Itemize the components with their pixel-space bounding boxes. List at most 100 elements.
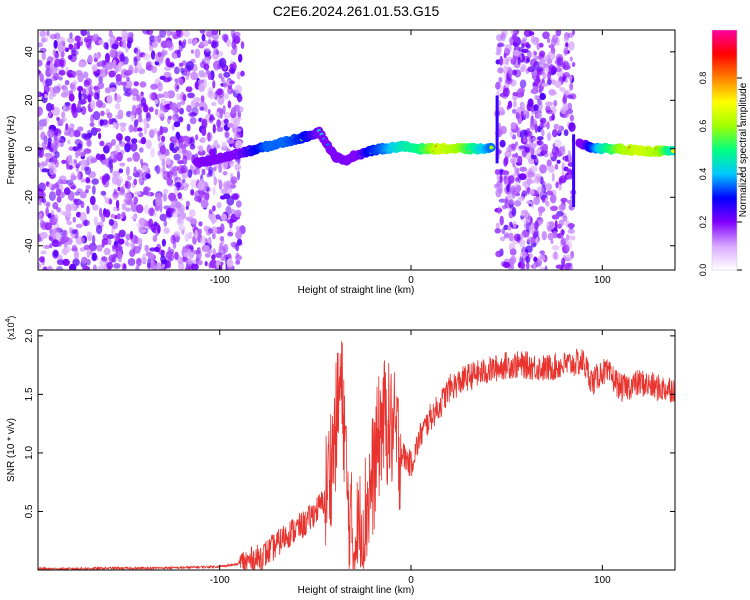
- noise-speckle: [67, 139, 71, 145]
- noise-speckle: [207, 72, 212, 81]
- noise-speckle: [190, 189, 195, 196]
- noise-speckle: [38, 199, 42, 206]
- noise-speckle: [49, 61, 55, 69]
- noise-speckle: [146, 112, 151, 122]
- noise-speckle: [121, 203, 127, 211]
- noise-speckle: [181, 145, 187, 154]
- noise-speckle: [49, 33, 57, 40]
- noise-speckle: [64, 79, 70, 86]
- noise-speckle: [129, 230, 134, 240]
- noise-speckle: [498, 181, 503, 190]
- noise-speckle: [157, 132, 161, 142]
- noise-speckle: [560, 175, 567, 184]
- noise-speckle: [179, 142, 184, 149]
- noise-speckle: [204, 191, 210, 202]
- noise-speckle: [498, 198, 507, 203]
- noise-speckle: [174, 66, 180, 75]
- spectrogram-y-ticks: -40 -20 0 20 40: [24, 46, 675, 253]
- noise-speckle: [546, 132, 552, 142]
- noise-speckle: [213, 47, 219, 55]
- snr-multiplier-exp: 4: [5, 318, 12, 322]
- noise-speckle: [170, 234, 176, 244]
- noise-speckle: [173, 231, 180, 237]
- noise-speckle: [106, 112, 113, 119]
- noise-speckle: [93, 85, 99, 91]
- noise-speckle: [71, 103, 77, 112]
- noise-speckle: [71, 229, 77, 235]
- noise-speckle: [201, 168, 206, 176]
- noise-speckle: [555, 53, 564, 63]
- noise-speckle: [495, 81, 501, 90]
- snr-x-label: Height of straight line (km): [298, 585, 415, 596]
- noise-speckle: [91, 252, 97, 261]
- noise-speckle: [523, 56, 530, 64]
- noise-speckle: [550, 239, 554, 244]
- noise-speckle: [136, 222, 141, 228]
- noise-speckle: [135, 265, 140, 270]
- noise-speckle: [554, 80, 562, 88]
- noise-speckle: [525, 152, 531, 160]
- noise-speckle: [221, 33, 229, 42]
- noise-speckle: [116, 151, 123, 162]
- snr-multiplier: (x104): [5, 316, 16, 340]
- noise-speckle: [45, 202, 51, 208]
- noise-speckle: [136, 118, 143, 123]
- noise-speckle: [94, 72, 100, 78]
- noise-speckle: [189, 209, 196, 218]
- noise-speckle: [211, 30, 219, 35]
- noise-speckle: [136, 257, 142, 267]
- noise-speckle: [184, 233, 190, 242]
- noise-speckle: [99, 259, 106, 267]
- noise-speckle: [111, 138, 116, 146]
- noise-speckle: [568, 41, 575, 51]
- noise-speckle: [38, 124, 44, 131]
- noise-speckle: [154, 108, 159, 116]
- noise-speckle: [539, 122, 547, 128]
- noise-speckle: [554, 139, 562, 148]
- noise-speckle: [211, 101, 217, 107]
- noise-speckle: [219, 236, 225, 242]
- noise-speckle: [39, 30, 47, 38]
- noise-speckle: [238, 53, 243, 63]
- noise-speckle: [183, 30, 190, 38]
- noise-speckle: [163, 227, 170, 235]
- noise-speckle: [56, 259, 65, 266]
- noise-speckle: [99, 68, 107, 78]
- noise-speckle: [133, 119, 139, 128]
- noise-speckle: [124, 180, 131, 190]
- noise-speckle: [521, 150, 527, 159]
- x-tick-label: 100: [594, 275, 611, 286]
- noise-speckle: [189, 138, 194, 144]
- noise-speckle: [558, 204, 566, 211]
- noise-speckle: [58, 76, 63, 81]
- noise-speckle: [209, 114, 214, 119]
- noise-speckle: [126, 40, 132, 49]
- noise-speckle: [208, 91, 216, 100]
- noise-speckle: [526, 212, 531, 223]
- noise-speckle: [562, 94, 568, 104]
- noise-speckle: [222, 243, 229, 253]
- noise-speckle: [159, 75, 166, 80]
- y-tick-label: 20: [24, 94, 35, 106]
- noise-speckle: [182, 94, 187, 102]
- noise-speckle: [520, 251, 528, 259]
- noise-speckle: [85, 39, 92, 49]
- noise-speckle: [517, 173, 522, 184]
- noise-speckle: [185, 61, 194, 71]
- noise-speckle: [221, 188, 227, 195]
- noise-speckle: [89, 195, 96, 206]
- noise-speckle: [64, 243, 68, 248]
- y-tick-label: 2.0: [24, 328, 35, 342]
- noise-speckle: [216, 144, 221, 149]
- noise-speckle: [161, 238, 166, 247]
- noise-speckle: [507, 194, 514, 201]
- noise-speckle: [525, 255, 529, 264]
- noise-speckle: [127, 31, 134, 38]
- noise-speckle: [565, 263, 573, 270]
- noise-speckle: [78, 90, 82, 101]
- noise-speckle: [208, 209, 213, 215]
- noise-speckle: [507, 175, 515, 184]
- noise-speckle: [536, 74, 540, 83]
- noise-speckle: [133, 235, 139, 244]
- noise-speckle: [528, 224, 535, 235]
